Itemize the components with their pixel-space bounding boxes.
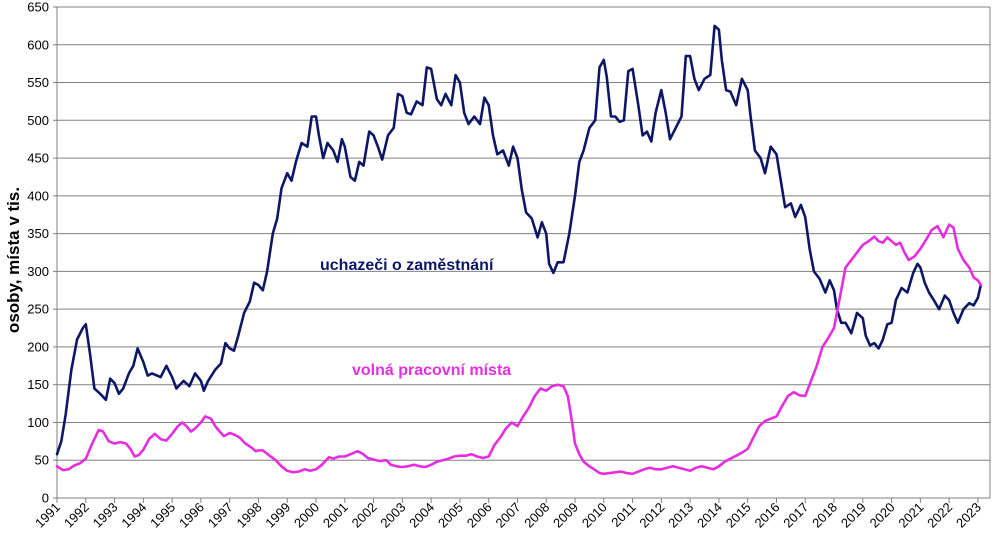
series-lines [55, 24, 983, 476]
y-tick-label: 100 [27, 415, 49, 430]
series-line-uchazeci [55, 24, 983, 456]
y-tick-label: 650 [27, 0, 49, 15]
y-axis-tick-labels: 0 50 100 150 200 250 300 350 400 450 500 550 600 650 [27, 0, 49, 506]
y-tick-label: 500 [27, 113, 49, 128]
y-tick-label: 150 [27, 377, 49, 392]
y-tick-label: 550 [27, 75, 49, 90]
y-tick-label: 0 [42, 491, 49, 506]
y-tick-label: 600 [27, 37, 49, 52]
y-tick-label: 50 [35, 453, 49, 468]
series-line-volna-mista [55, 223, 983, 476]
y-tick-label: 250 [27, 302, 49, 317]
y-tick-label: 200 [27, 339, 49, 354]
y-tick-label: 300 [27, 264, 49, 279]
y-tick-label: 400 [27, 188, 49, 203]
annotation-volna-mista: volná pracovní místa [352, 362, 511, 379]
annotation-uchazeci: uchazeči o zaměstnání [320, 257, 494, 274]
y-tick-label: 350 [27, 226, 49, 241]
y-axis-label: osoby, místa v tis. [4, 187, 23, 333]
gridlines [53, 6, 991, 503]
y-tick-label: 450 [27, 151, 49, 166]
